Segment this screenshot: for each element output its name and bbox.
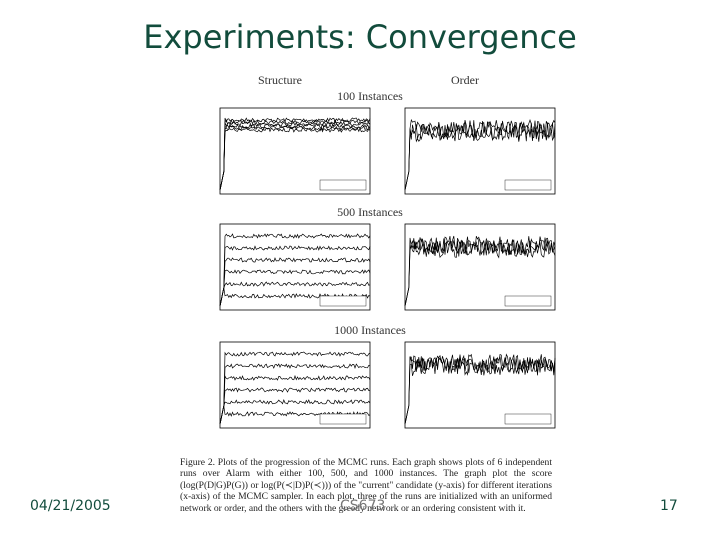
- trace: [219, 127, 371, 191]
- trace: [219, 257, 371, 307]
- figure: Structure Order 100 Instances 500 Instances…: [219, 73, 556, 429]
- trace: [219, 281, 371, 307]
- legend-box: [319, 413, 367, 425]
- trace: [404, 121, 556, 191]
- legend-box: [319, 295, 367, 307]
- row-label: 1000 Instances: [334, 323, 406, 337]
- plot-frame: [404, 223, 556, 311]
- course: CS673: [340, 498, 386, 514]
- trace: [219, 405, 371, 425]
- legend-box: [504, 295, 552, 307]
- figure-caption: Figure 2. Plots of the progression of th…: [180, 457, 552, 514]
- trace: [219, 245, 371, 307]
- trace: [219, 351, 371, 425]
- trace: [404, 353, 556, 425]
- plot-frame: [219, 341, 371, 429]
- trace: [404, 118, 556, 191]
- row-label: 500 Instances: [337, 205, 403, 219]
- row-label: 100 Instances: [337, 89, 403, 103]
- trace: [219, 125, 371, 191]
- trace: [404, 235, 556, 307]
- trace: [219, 387, 371, 425]
- trace: [219, 233, 371, 307]
- trace: [219, 363, 371, 425]
- plot-frame: [404, 341, 556, 429]
- trace: [404, 239, 556, 307]
- legend-box: [504, 413, 552, 425]
- legend-box: [504, 179, 552, 191]
- trace: [219, 374, 371, 425]
- column-label: Structure: [258, 73, 302, 87]
- trace: [404, 354, 556, 425]
- plot-frame: [219, 223, 371, 311]
- slide-title: Experiments: Convergence: [143, 18, 577, 56]
- plot-frame: [404, 107, 556, 195]
- trace: [219, 119, 371, 191]
- legend-box: [319, 179, 367, 191]
- date: 04/21/2005: [30, 498, 111, 514]
- trace: [404, 237, 556, 307]
- trace: [404, 357, 556, 425]
- trace: [219, 399, 371, 425]
- plot-frame: [219, 107, 371, 195]
- trace: [219, 117, 371, 191]
- column-label: Order: [451, 73, 479, 87]
- trace: [219, 269, 371, 307]
- trace: [404, 123, 556, 191]
- page-number: 17: [660, 498, 678, 514]
